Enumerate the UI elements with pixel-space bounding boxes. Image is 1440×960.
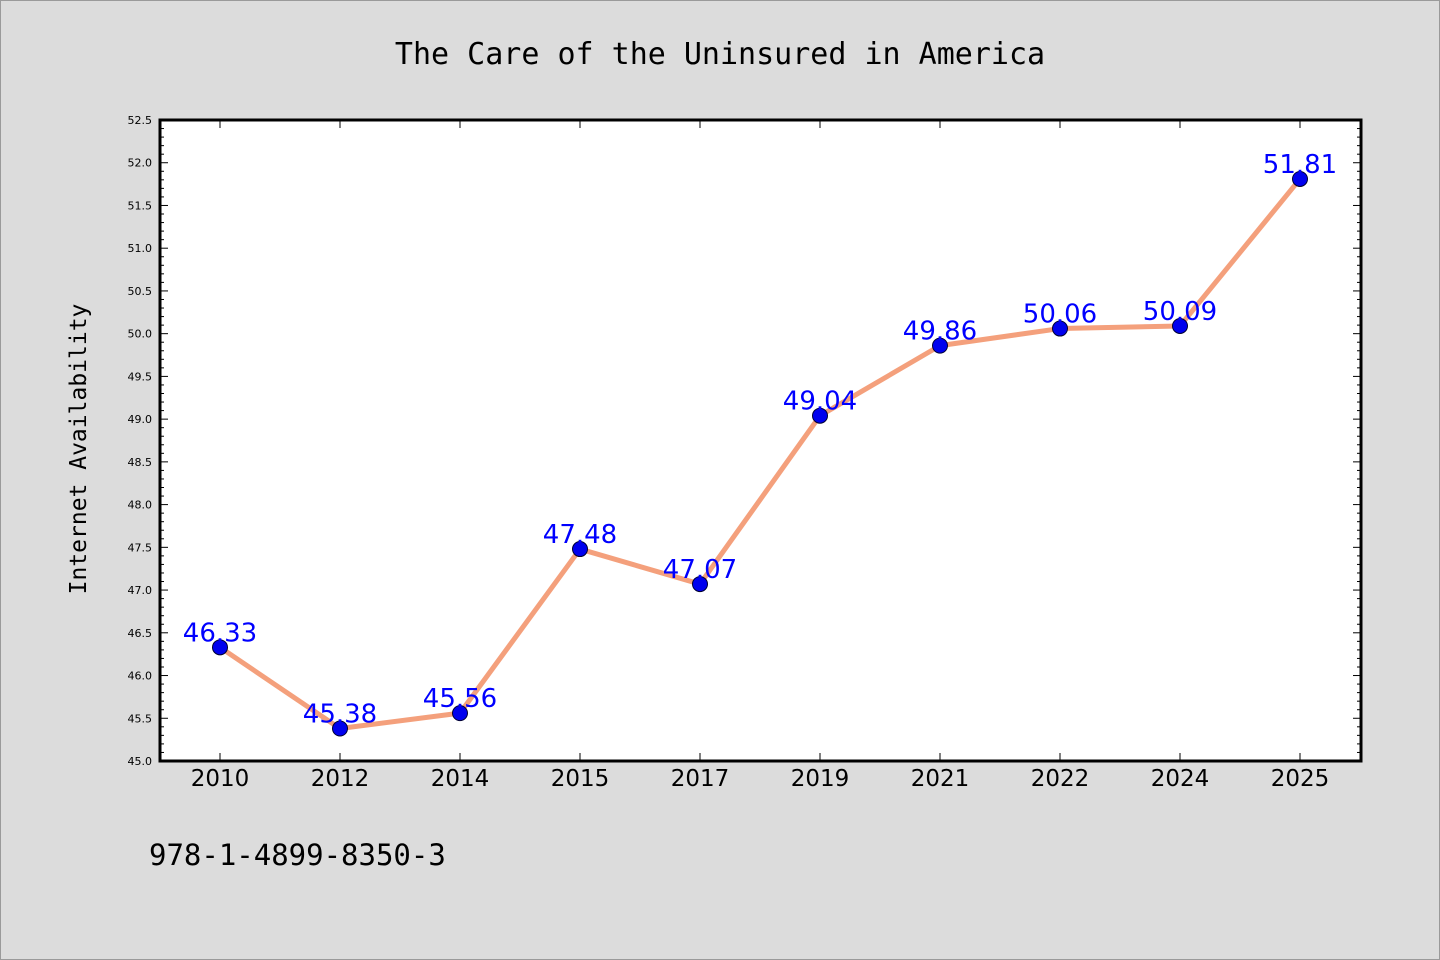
y-axis-label: Internet Availability xyxy=(66,304,92,595)
data-label: 45.38 xyxy=(303,700,377,730)
data-point xyxy=(812,407,828,424)
y-tick-label: 49.0 xyxy=(128,413,153,426)
data-label: 50.09 xyxy=(1143,297,1217,327)
y-tick-label: 47.0 xyxy=(128,584,153,597)
x-tick-label: 2025 xyxy=(1271,766,1330,792)
x-tick-label: 2017 xyxy=(671,766,730,792)
x-tick-label: 2014 xyxy=(431,766,490,792)
data-label: 49.86 xyxy=(903,317,977,347)
x-tick-label: 2019 xyxy=(791,766,850,792)
y-axis-ticks: 45.0 45.5 46.0 46.5 47.0 47.5 48.0 48.5 49.0 49.5… xyxy=(128,114,1361,768)
footer-code: 978-1-4899-8350-3 xyxy=(149,838,446,872)
x-tick-label: 2024 xyxy=(1151,766,1210,792)
y-tick-label: 52.5 xyxy=(128,114,153,127)
y-tick-label: 49.5 xyxy=(128,370,153,383)
y-tick-label: 51.0 xyxy=(128,242,153,255)
y-tick-label: 45.0 xyxy=(128,755,153,768)
y-tick-label: 48.0 xyxy=(128,499,153,512)
data-point xyxy=(1292,170,1308,187)
data-label: 51.81 xyxy=(1263,150,1337,180)
data-label: 47.07 xyxy=(663,555,737,585)
x-tick-label: 2012 xyxy=(311,766,370,792)
data-point xyxy=(1052,320,1068,337)
data-point xyxy=(1172,317,1188,334)
x-axis-ticks: 2010 2012 2014 2015 2017 2019 2021 2022 2024 2025 xyxy=(191,120,1330,792)
y-tick-label: 46.5 xyxy=(128,627,153,640)
series-line xyxy=(217,176,1303,732)
y-tick-label: 46.0 xyxy=(128,670,153,683)
x-tick-label: 2010 xyxy=(191,766,250,792)
data-label: 45.56 xyxy=(423,684,497,714)
data-point xyxy=(452,705,468,722)
data-point xyxy=(332,720,348,737)
data-label: 49.04 xyxy=(783,387,857,417)
data-label: 47.48 xyxy=(543,520,617,550)
data-label: 50.06 xyxy=(1023,300,1097,330)
y-tick-label: 45.5 xyxy=(128,712,153,725)
y-tick-label: 50.0 xyxy=(128,328,153,341)
series-layer: 46.33 45.38 45.56 47.48 47.07 49.04 49.86 50.06… xyxy=(183,150,1337,737)
y-tick-label: 47.5 xyxy=(128,541,153,554)
plot-frame xyxy=(158,118,1363,763)
y-tick-label: 51.5 xyxy=(128,199,153,212)
data-point xyxy=(932,337,948,354)
x-tick-label: 2015 xyxy=(551,766,610,792)
y-tick-label: 48.5 xyxy=(128,456,153,469)
x-tick-label: 2021 xyxy=(911,766,970,792)
y-tick-label: 52.0 xyxy=(128,157,153,170)
data-label: 46.33 xyxy=(183,618,257,648)
y-tick-label: 50.5 xyxy=(128,285,153,298)
data-point xyxy=(692,576,708,593)
plot-area xyxy=(160,120,1361,761)
chart-title: The Care of the Uninsured in America xyxy=(395,37,1045,72)
x-tick-label: 2022 xyxy=(1031,766,1090,792)
data-point xyxy=(572,541,588,558)
data-point xyxy=(212,639,228,656)
